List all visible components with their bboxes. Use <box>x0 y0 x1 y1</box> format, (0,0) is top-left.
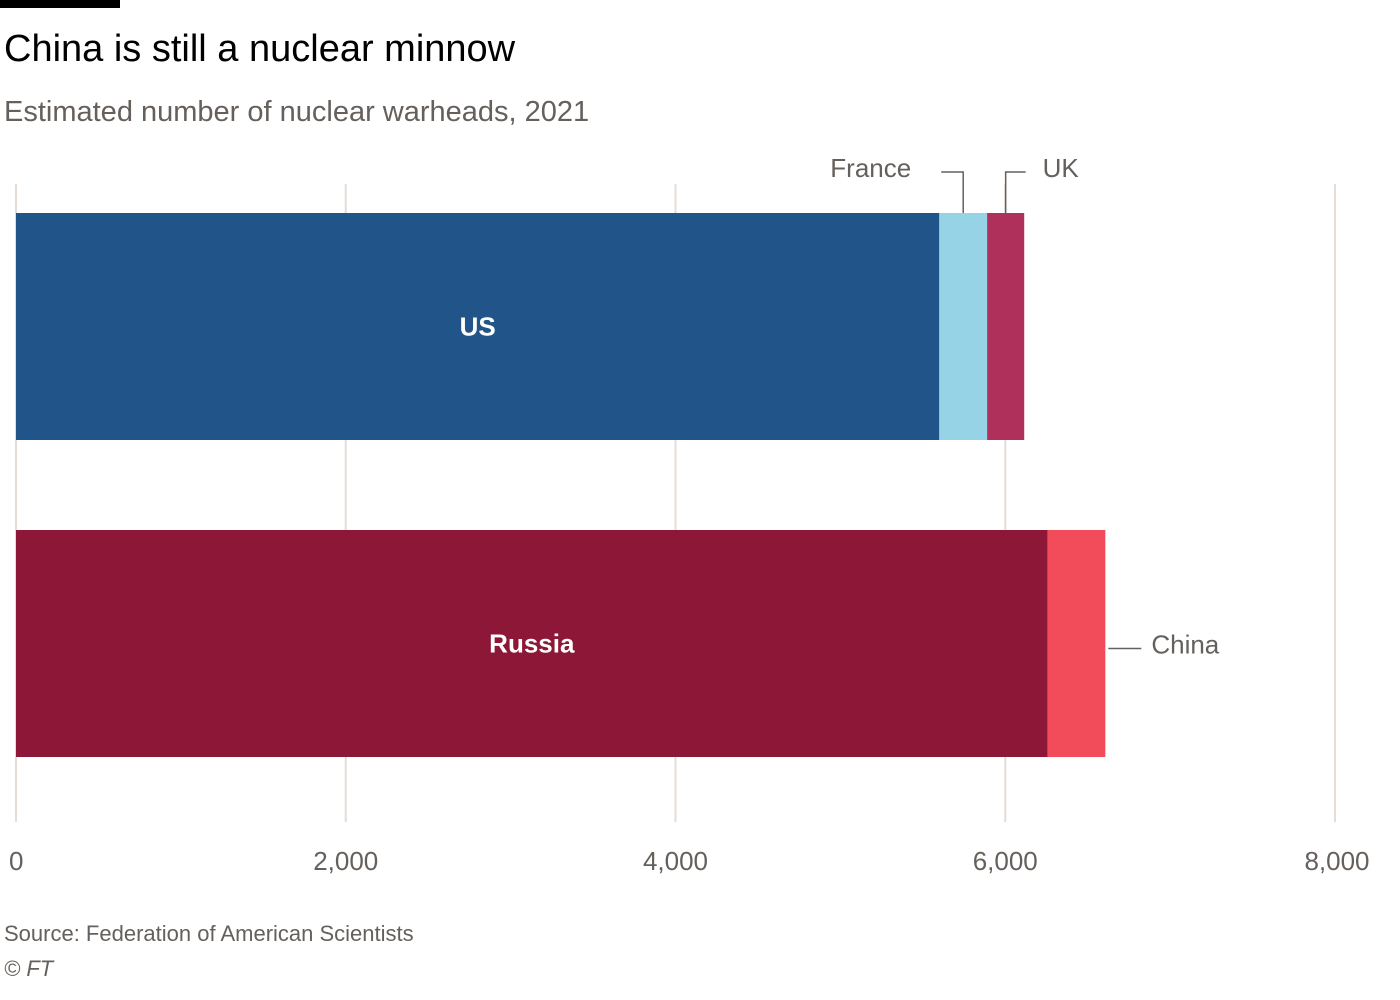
chart-subtitle: Estimated number of nuclear warheads, 20… <box>4 96 590 128</box>
x-tick-label: 4,000 <box>643 846 708 876</box>
bar-segment-us <box>16 213 940 440</box>
annotation-label-france: France <box>830 153 911 183</box>
bar-segment-uk <box>987 213 1025 440</box>
x-tick-label: 8,000 <box>1304 846 1369 876</box>
leader-line <box>1004 171 1026 213</box>
stacked-bar-chart: 0 2,000 4,000 6,000 8,000 US France UK Russia Chi… <box>9 153 1370 876</box>
x-tick-label: 0 <box>9 846 23 876</box>
chart-title: China is still a nuclear minnow <box>4 28 516 70</box>
x-tick-label: 6,000 <box>973 846 1038 876</box>
bar-segment-russia <box>16 530 1048 757</box>
bar-label-us: US <box>460 312 496 342</box>
annotation-label-china: China <box>1151 630 1219 660</box>
annotation-label-uk: UK <box>1043 153 1080 183</box>
bar-segment-china <box>1047 530 1106 757</box>
source-note: Source: Federation of American Scientist… <box>4 921 414 946</box>
bar-segment-france <box>939 213 988 440</box>
x-tick-label: 2,000 <box>313 846 378 876</box>
leader-line <box>941 171 964 213</box>
copyright-credit: © FT <box>4 956 54 981</box>
top-rule <box>0 0 120 8</box>
bar-label-russia: Russia <box>489 629 575 659</box>
